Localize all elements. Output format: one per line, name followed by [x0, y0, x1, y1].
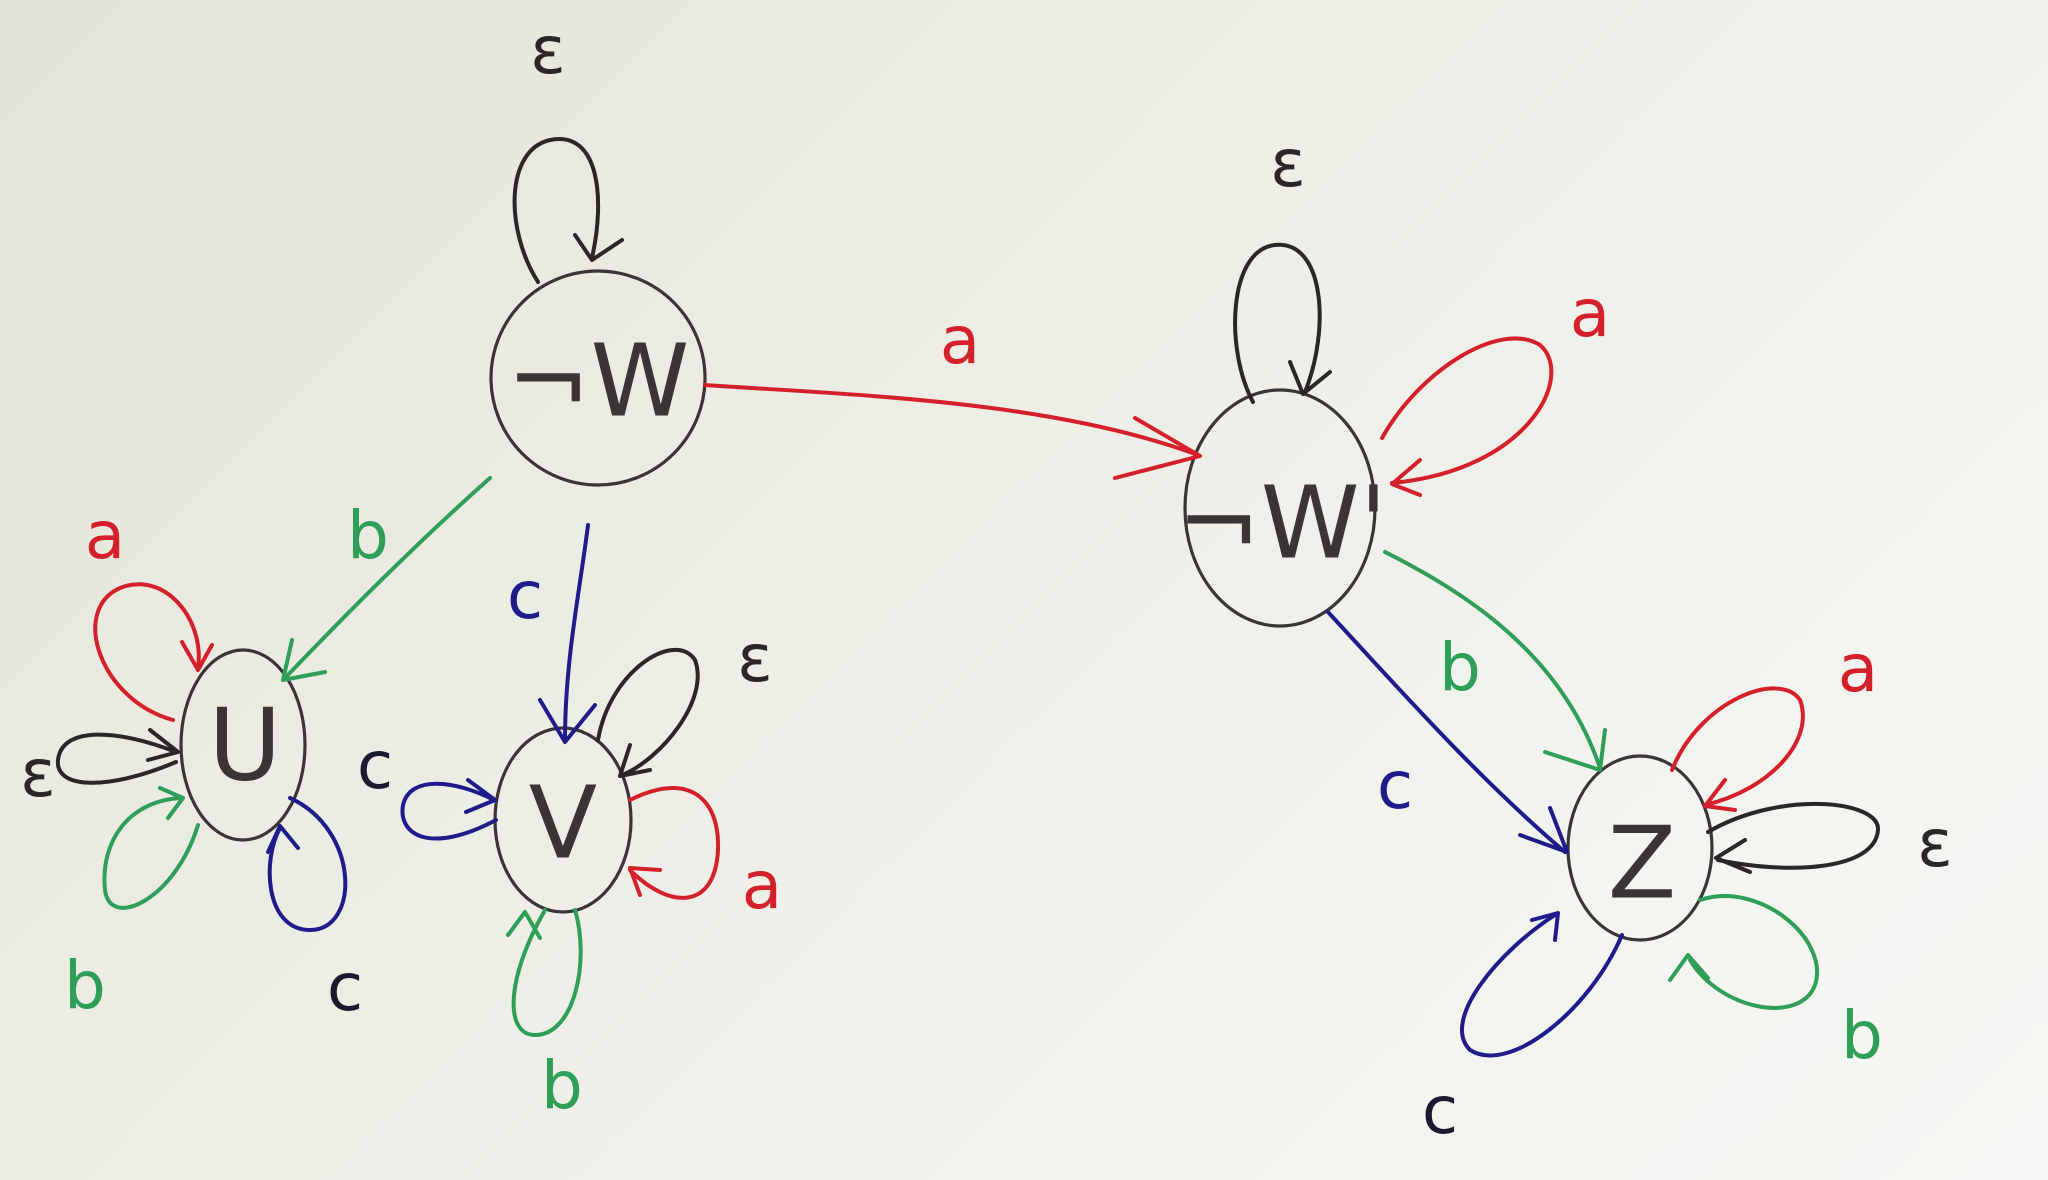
node-z: Z	[1566, 754, 1714, 942]
edge-w-u-b: b	[281, 476, 492, 682]
loop-w-prime-eps-label: ε	[1270, 125, 1306, 202]
loop-u-b: b	[64, 786, 200, 1024]
loop-u-eps-label: ε	[20, 735, 56, 812]
edge-w-w-prime-a-label: a	[940, 302, 980, 379]
node-v-label: V	[529, 764, 597, 881]
edge-w-prime-z-c-label: c	[1377, 747, 1413, 824]
edge-w-v-c-label: c	[507, 557, 543, 634]
loop-v-eps: ε	[596, 620, 773, 778]
loop-w-eps-label: ε	[530, 12, 566, 89]
edge-w-u-b-label: b	[347, 497, 389, 574]
loop-u-c: c	[266, 796, 363, 1026]
node-u: U	[179, 648, 307, 842]
edge-w-w-prime-a: a	[703, 302, 1202, 480]
loop-v-b: b	[506, 908, 583, 1124]
loop-z-eps: ε	[1706, 801, 1953, 882]
loop-u-eps: ε	[20, 728, 180, 812]
loop-z-b-label: b	[1841, 997, 1883, 1074]
node-w-prime-label: ¬W'	[1177, 464, 1387, 581]
edge-w-prime-z-b-label: b	[1439, 629, 1481, 706]
edge-w-v-c: c	[507, 523, 597, 744]
node-w-prime: ¬W'	[1177, 388, 1387, 628]
loop-u-a-label: a	[85, 497, 125, 574]
loop-u-b-label: b	[64, 947, 106, 1024]
node-z-label: Z	[1608, 804, 1677, 921]
loop-z-c-label: c	[1422, 1072, 1458, 1149]
loop-v-c: c	[357, 727, 498, 841]
loop-z-eps-label: ε	[1917, 805, 1953, 882]
loop-v-eps-label: ε	[737, 620, 773, 697]
node-w: ¬W	[489, 269, 707, 487]
edge-w-prime-z-c: c	[1326, 610, 1569, 854]
loop-v-b-label: b	[541, 1047, 583, 1124]
loop-u-a: a	[85, 497, 214, 722]
node-u-label: U	[208, 686, 281, 803]
loop-z-a: a	[1670, 630, 1878, 812]
node-w-label: ¬W	[507, 322, 690, 439]
loop-w-prime-a-label: a	[1570, 275, 1610, 352]
loop-w-prime-a: a	[1380, 275, 1610, 497]
loop-z-a-label: a	[1838, 630, 1878, 707]
edge-w-prime-z-b: b	[1383, 550, 1607, 772]
loop-z-b: b	[1668, 894, 1883, 1074]
loop-w-prime-eps: ε	[1233, 125, 1332, 404]
loop-v-c-label: c	[357, 727, 393, 804]
loop-w-eps: ε	[512, 12, 624, 284]
loop-z-c: c	[1422, 911, 1624, 1149]
node-v: V	[493, 726, 633, 914]
loop-v-a: a	[628, 786, 782, 924]
loop-u-c-label: c	[327, 949, 363, 1026]
loop-v-a-label: a	[742, 847, 782, 924]
